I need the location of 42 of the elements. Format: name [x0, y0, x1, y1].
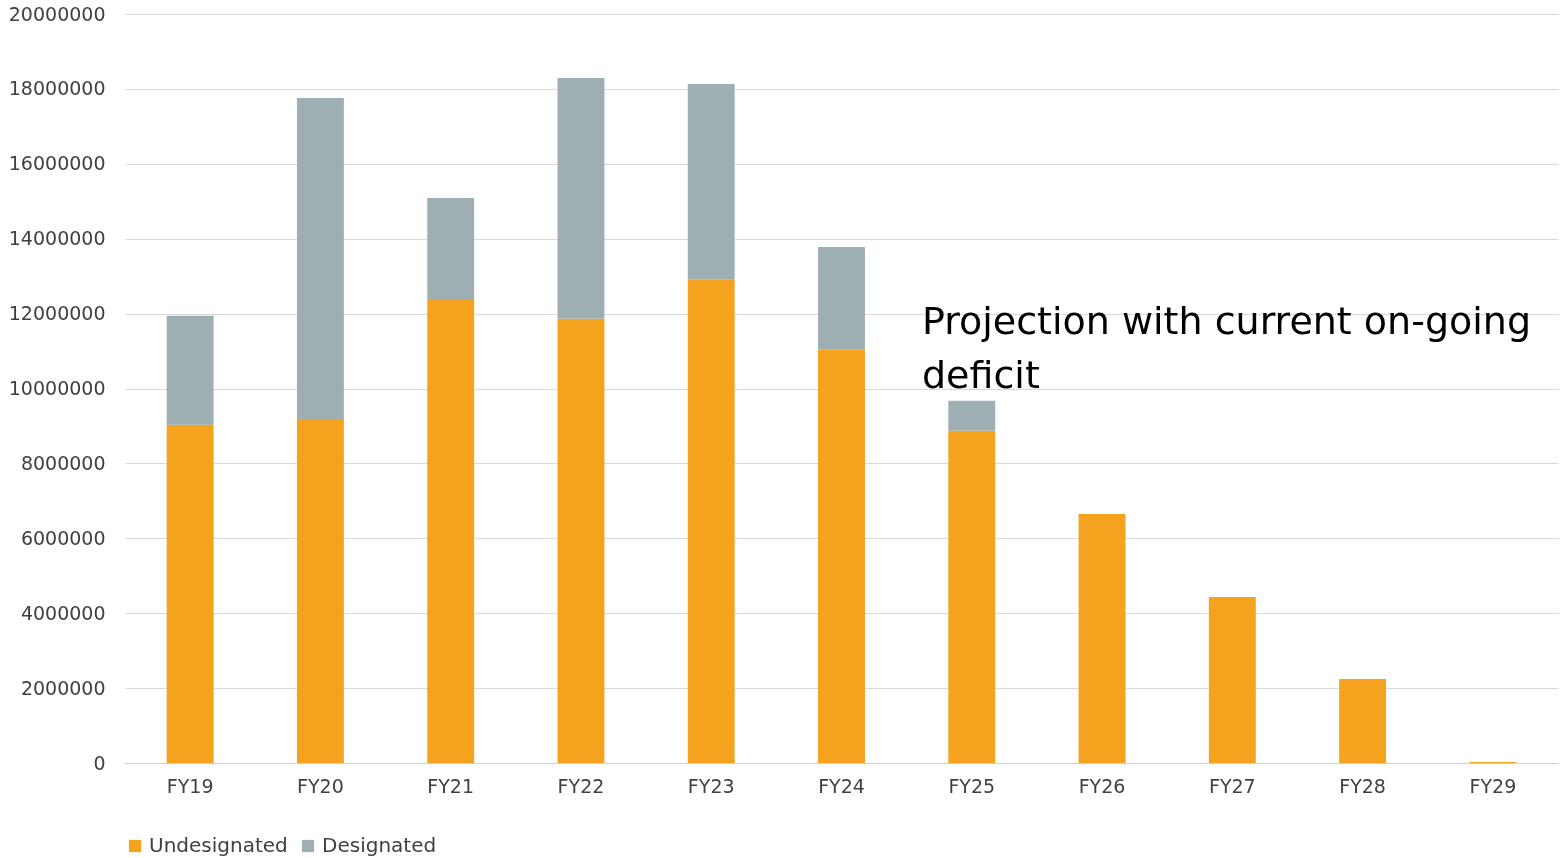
legend-label: Undesignated: [149, 833, 288, 857]
y-tick-label: 2000000: [20, 676, 106, 699]
x-tick-label: FY25: [948, 774, 996, 797]
x-tick-label: FY19: [166, 774, 214, 797]
annotation: Projection with current on-going deficit: [922, 299, 1532, 397]
bar: [948, 430, 996, 763]
y-tick-label: 20000000: [8, 2, 106, 25]
x-tick-label: FY27: [1208, 774, 1256, 797]
x-tick-label: FY28: [1339, 774, 1386, 797]
bar: [166, 424, 214, 763]
x-tick-label: FY29: [1469, 774, 1517, 797]
bar: [296, 419, 344, 763]
bar: [296, 97, 344, 420]
bar: [557, 318, 605, 763]
x-tick-label: FY26: [1078, 774, 1126, 797]
bar: [427, 298, 475, 763]
bar: [1208, 597, 1256, 763]
bar: [818, 349, 865, 763]
x-tick-label: FY21: [427, 774, 475, 797]
y-tick-label: 8000000: [20, 451, 106, 474]
bar: [818, 246, 865, 350]
y-tick-label: 16000000: [8, 152, 106, 175]
bar: [427, 197, 475, 299]
y-tick-label: 0: [93, 751, 106, 774]
x-tick-label: FY20: [297, 774, 344, 797]
legend-label: Designated: [322, 833, 437, 857]
y-tick-label: 10000000: [8, 377, 106, 399]
bar: [166, 315, 214, 425]
bar: [687, 279, 735, 763]
bar: [557, 78, 605, 319]
bar: [687, 84, 735, 280]
bar: [1078, 513, 1126, 763]
y-tick-label: 18000000: [8, 77, 106, 100]
x-tick-label: FY24: [818, 774, 865, 797]
x-tick-label: FY23: [687, 774, 735, 797]
y-tick-label: 14000000: [8, 227, 106, 250]
bar: [1339, 679, 1387, 763]
y-tick-label: 4000000: [20, 601, 106, 624]
x-tick-label: FY22: [557, 774, 605, 797]
bar: [948, 400, 996, 431]
y-tick-label: 12000000: [8, 302, 106, 325]
y-tick-label: 6000000: [20, 526, 106, 549]
